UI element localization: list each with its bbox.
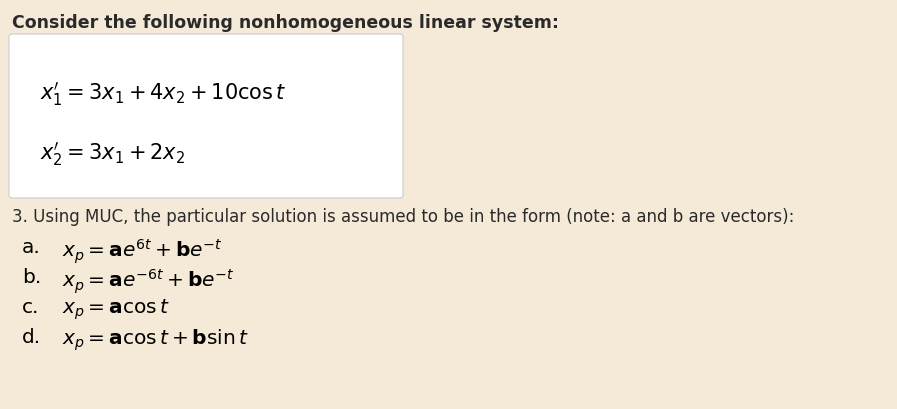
FancyBboxPatch shape <box>9 35 403 198</box>
Text: c.: c. <box>22 297 39 316</box>
Text: a.: a. <box>22 237 40 256</box>
Text: $x_p = \mathbf{a}e^{6t} + \mathbf{b}e^{-t}$: $x_p = \mathbf{a}e^{6t} + \mathbf{b}e^{-… <box>62 237 222 266</box>
Text: d.: d. <box>22 327 41 346</box>
Text: 3. Using MUC, the particular solution is assumed to be in the form (note: a and : 3. Using MUC, the particular solution is… <box>12 207 795 225</box>
Text: Consider the following nonhomogeneous linear system:: Consider the following nonhomogeneous li… <box>12 14 559 32</box>
Text: $x_1' = 3x_1 + 4x_2 + 10\cos t$: $x_1' = 3x_1 + 4x_2 + 10\cos t$ <box>40 80 287 108</box>
Text: $x_p = \mathbf{a}\cos t$: $x_p = \mathbf{a}\cos t$ <box>62 297 170 322</box>
Text: b.: b. <box>22 267 41 286</box>
Text: $x_2' = 3x_1 + 2x_2$: $x_2' = 3x_1 + 2x_2$ <box>40 139 185 168</box>
Text: $x_p = \mathbf{a}e^{-6t} + \mathbf{b}e^{-t}$: $x_p = \mathbf{a}e^{-6t} + \mathbf{b}e^{… <box>62 267 234 296</box>
Text: $x_p = \mathbf{a}\cos t + \mathbf{b}\sin t$: $x_p = \mathbf{a}\cos t + \mathbf{b}\sin… <box>62 327 249 353</box>
